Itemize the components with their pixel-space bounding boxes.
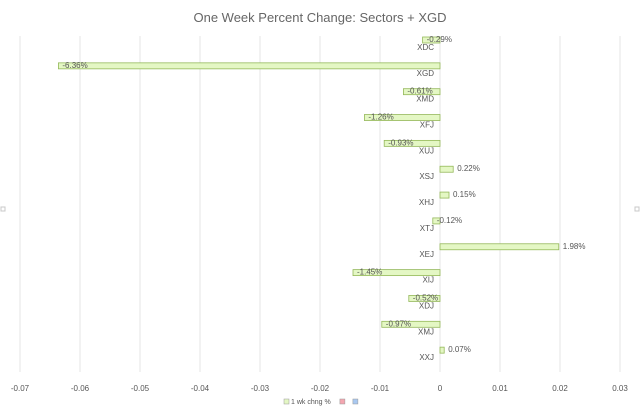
category-label: XUJ [419, 146, 434, 155]
x-tick-label: -0.07 [11, 384, 30, 393]
bar[interactable] [422, 36, 441, 44]
legend-label: 1 wk chng % [291, 399, 331, 406]
category-label: XFJ [420, 121, 434, 130]
category-label: XDC [417, 43, 434, 52]
x-tick-label: -0.02 [311, 384, 330, 393]
bar[interactable] [383, 139, 441, 147]
x-tick-label: -0.03 [251, 384, 270, 393]
category-label: XSJ [419, 172, 434, 181]
bar[interactable] [439, 165, 454, 173]
data-label: -1.26% [368, 113, 393, 122]
data-label: -0.97% [386, 319, 411, 328]
data-label: -0.12% [437, 216, 462, 225]
category-label: XMJ [418, 327, 434, 336]
category-label: XHJ [419, 198, 434, 207]
data-label: -6.36% [62, 61, 87, 70]
legend: 1 wk chng % [283, 398, 359, 406]
category-label: XDJ [419, 301, 434, 310]
x-tick-label: 0.03 [612, 384, 628, 393]
bar[interactable] [439, 346, 445, 354]
legend-swatch[interactable] [339, 398, 346, 405]
legend-swatch[interactable] [352, 398, 359, 405]
data-label: 0.22% [457, 164, 480, 173]
x-tick-label: -0.04 [191, 384, 210, 393]
data-label: 1.98% [563, 242, 586, 251]
bar[interactable] [408, 295, 441, 302]
category-label: XMD [416, 95, 434, 104]
bar[interactable] [381, 320, 441, 328]
data-label: -0.52% [413, 293, 438, 302]
category-label: XXJ [419, 353, 434, 362]
bar[interactable] [352, 269, 441, 277]
data-label: -1.45% [357, 268, 382, 277]
bar[interactable] [58, 62, 441, 70]
bar[interactable] [402, 88, 441, 96]
category-label: XIJ [422, 276, 434, 285]
bar[interactable] [439, 243, 560, 251]
category-label: XEJ [419, 250, 434, 259]
chart-title: One Week Percent Change: Sectors + XGD [193, 10, 446, 25]
x-tick-label: -0.05 [131, 384, 150, 393]
x-tick-label: 0 [438, 384, 443, 393]
gridlines [19, 36, 621, 372]
legend-swatch[interactable] [283, 398, 290, 405]
resize-handle-right[interactable] [634, 206, 640, 212]
data-label: -0.93% [388, 138, 413, 147]
data-label: 0.15% [453, 190, 476, 199]
x-axis-ticks: -0.07 -0.06 -0.05 -0.04 -0.03 -0.02 -0.01 0 0.01… [11, 384, 628, 393]
bars [58, 36, 560, 354]
data-labels: -0.29% -6.36% -0.61% -1.26% -0.93% 0.22% 0.15%… [62, 35, 585, 354]
data-label: 0.07% [448, 345, 471, 354]
data-label: -0.61% [407, 87, 432, 96]
category-label: XGD [417, 69, 435, 78]
bar[interactable] [432, 217, 441, 225]
bar[interactable] [363, 114, 441, 121]
category-label: XTJ [420, 224, 434, 233]
data-label: -0.29% [427, 35, 452, 44]
x-tick-label: -0.01 [371, 384, 390, 393]
resize-handle-left[interactable] [0, 206, 6, 212]
chart-frame [0, 206, 640, 212]
category-labels: XDC XGD XMD XFJ XUJ XSJ XHJ XTJ XEJ XIJ XDJ XMJ XXJ [416, 43, 434, 362]
x-tick-label: -0.06 [71, 384, 90, 393]
bar[interactable] [439, 191, 450, 199]
x-tick-label: 0.02 [552, 384, 568, 393]
x-tick-label: 0.01 [492, 384, 508, 393]
